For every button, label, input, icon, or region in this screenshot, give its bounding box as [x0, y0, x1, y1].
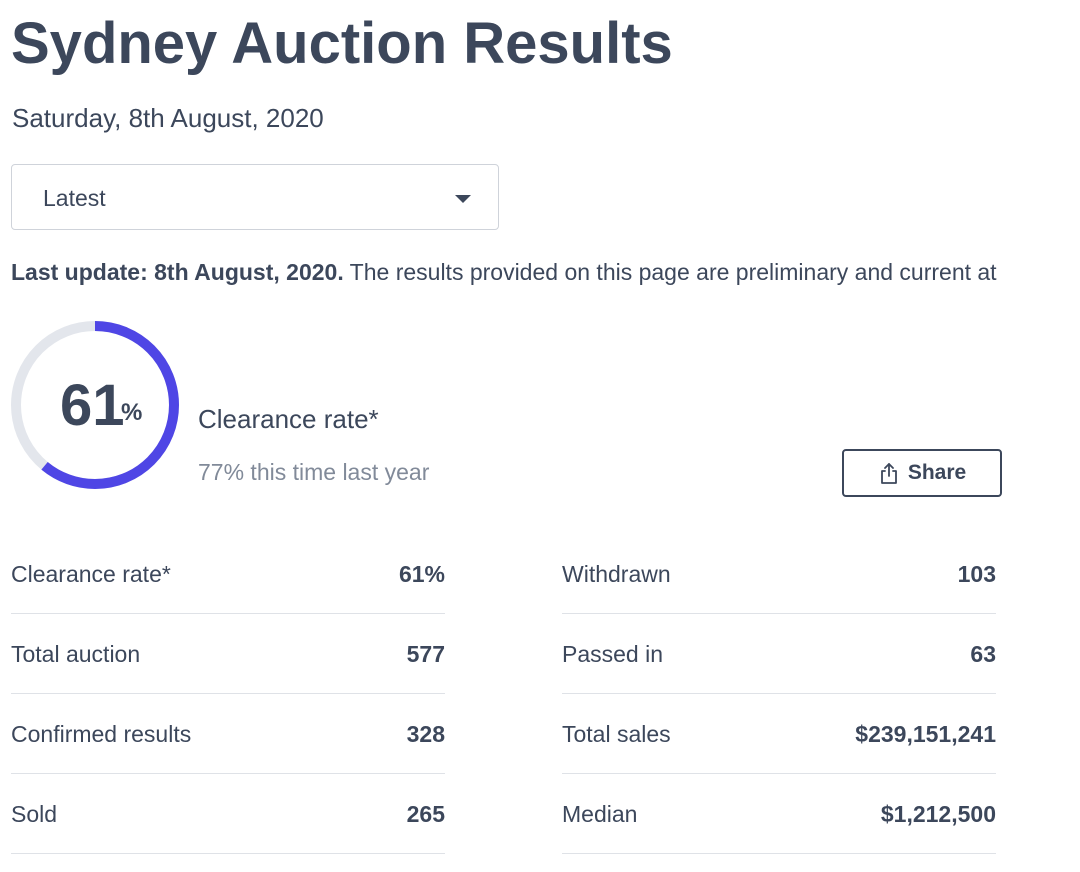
auction-date: Saturday, 8th August, 2020: [12, 103, 324, 133]
last-update-text: Last update: 8th August, 2020.: [11, 259, 344, 285]
stat-row-total-auction: Total auction 577: [11, 614, 445, 694]
gauge-label: Clearance rate*: [198, 404, 379, 434]
stats-table-left: Clearance rate* 61% Total auction 577 Co…: [11, 534, 445, 854]
clearance-rate-gauge: 61 %: [8, 318, 182, 492]
stat-value: $1,212,500: [880, 801, 996, 827]
stat-row-passed-in: Passed in 63: [562, 614, 996, 694]
stat-row-median: Median $1,212,500: [562, 774, 996, 854]
stat-label: Clearance rate*: [11, 561, 171, 587]
stat-label: Passed in: [562, 641, 664, 667]
stat-label: Total sales: [562, 721, 671, 747]
update-notice: Last update: 8th August, 2020. The resul…: [11, 254, 1080, 290]
stat-value: 61%: [398, 561, 445, 587]
update-notice-text: The results provided on this page are pr…: [343, 259, 997, 285]
gauge-value: 61: [60, 373, 125, 438]
stat-label: Confirmed results: [11, 721, 192, 747]
stat-label: Median: [562, 801, 638, 827]
chevron-down-icon: [455, 195, 471, 203]
clearance-rate-ring: [11, 321, 179, 489]
stat-value: 103: [957, 561, 996, 587]
gauge-progress-arc: [11, 321, 179, 489]
stat-value: 577: [406, 641, 445, 667]
share-button[interactable]: Share: [842, 449, 1002, 497]
stat-label: Withdrawn: [562, 561, 671, 587]
stat-value: 265: [406, 801, 445, 827]
gauge-comparison: 77% this time last year: [198, 459, 430, 485]
stats-table-right: Withdrawn 103 Passed in 63 Total sales $…: [562, 534, 996, 854]
stat-value: 328: [406, 721, 445, 747]
stat-value: $239,151,241: [855, 721, 996, 747]
stat-row-confirmed-results: Confirmed results 328: [11, 694, 445, 774]
stat-row-withdrawn: Withdrawn 103: [562, 534, 996, 614]
stat-value: 63: [970, 641, 996, 667]
stat-label: Sold: [11, 801, 58, 827]
stat-row-total-sales: Total sales $239,151,241: [562, 694, 996, 774]
stat-label: Total auction: [11, 641, 141, 667]
stat-row-clearance-rate: Clearance rate* 61%: [11, 534, 445, 614]
page-title: Sydney Auction Results: [11, 11, 673, 76]
period-select[interactable]: Latest: [11, 164, 499, 230]
stat-row-sold: Sold 265: [11, 774, 445, 854]
gauge-unit: %: [121, 399, 143, 426]
period-select-value: Latest: [43, 185, 106, 211]
share-button-label: Share: [907, 461, 967, 484]
share-icon: [878, 461, 900, 485]
